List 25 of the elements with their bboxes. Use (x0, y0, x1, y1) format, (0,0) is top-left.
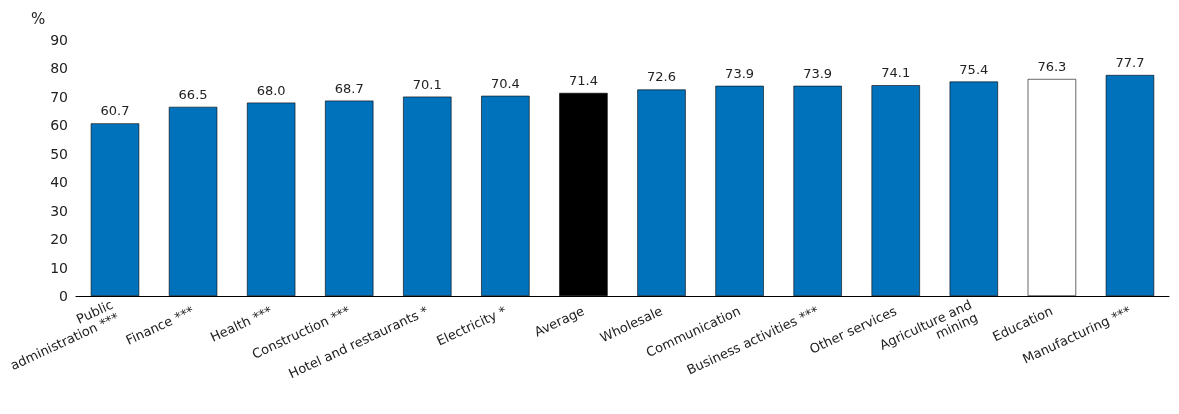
data-label: 73.9 (803, 65, 833, 81)
data-label: 68.0 (256, 82, 286, 98)
y-tick-label: 80 (50, 60, 68, 77)
data-label: 77.7 (1115, 54, 1145, 70)
data-label: 60.7 (100, 103, 130, 119)
data-label: 76.3 (1037, 58, 1067, 74)
y-tick-label: 0 (59, 288, 68, 304)
data-label: 68.7 (334, 80, 364, 96)
y-tick-label: 90 (50, 32, 68, 48)
y-tick-label: 70 (50, 88, 68, 105)
data-label: 73.9 (725, 65, 755, 81)
y-axis-title: % (31, 9, 46, 28)
y-tick-label: 10 (50, 259, 68, 276)
y-tick-label: 20 (50, 231, 68, 248)
data-label: 75.4 (959, 61, 989, 77)
data-label: 71.4 (568, 72, 598, 88)
data-label: 66.5 (178, 86, 208, 102)
data-label: 72.6 (647, 69, 676, 85)
data-label: 70.4 (490, 75, 520, 91)
data-label: 74.1 (881, 65, 911, 81)
y-tick-label: 30 (50, 202, 68, 219)
data-label: 70.1 (412, 76, 442, 92)
y-tick-label: 60 (50, 117, 68, 134)
y-tick-label: 50 (50, 145, 68, 162)
y-tick-label: 40 (50, 174, 68, 191)
